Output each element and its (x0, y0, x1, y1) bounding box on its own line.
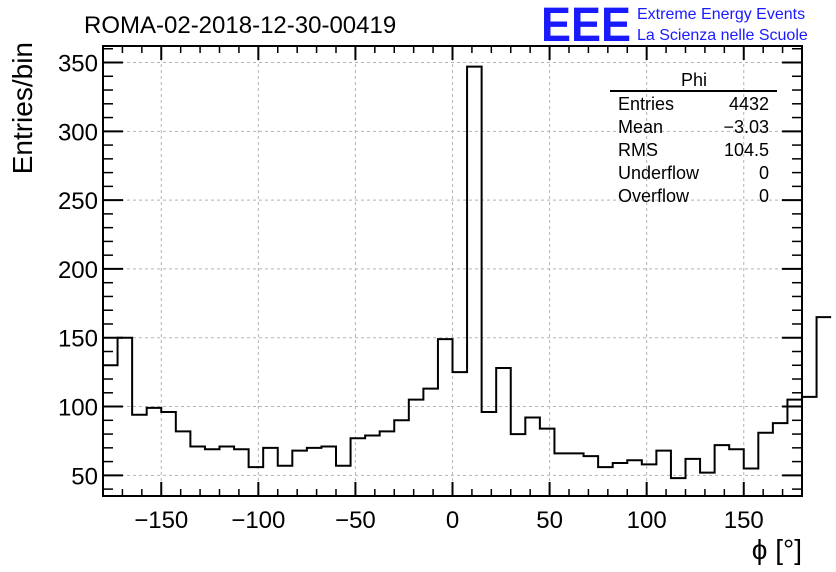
stats-title: Phi (681, 70, 707, 90)
y-tick-label: 100 (58, 395, 98, 422)
logo-line-1: Extreme Energy Events (637, 6, 805, 23)
x-tick-label: −50 (335, 507, 376, 534)
stats-box: Phi Entries 4432 Mean −3.03 RMS 104.5 Underflo… (610, 70, 777, 206)
y-tick-labels: 50 100 150 200 250 300 350 (58, 51, 98, 491)
stats-row-label: RMS (618, 140, 658, 160)
stats-row-value: −3.03 (723, 117, 769, 137)
x-tick-label: 50 (536, 507, 563, 534)
x-axis-label: ϕ [°] (752, 534, 802, 565)
stats-row-value: 104.5 (724, 140, 769, 160)
x-tick-label: −150 (134, 507, 188, 534)
y-axis-label: Entries/bin (7, 42, 38, 174)
stats-row-value: 0 (759, 186, 769, 206)
y-tick-label: 200 (58, 257, 98, 284)
stats-row-value: 4432 (729, 94, 769, 114)
stats-row-label: Entries (618, 94, 674, 114)
stats-rows: Entries 4432 Mean −3.03 RMS 104.5 Underflow 0 Ov… (618, 94, 769, 206)
x-tick-label: −100 (231, 507, 285, 534)
y-tick-label: 50 (71, 463, 98, 490)
y-tick-label: 150 (58, 326, 98, 353)
grid-lines (103, 46, 802, 496)
x-tick-label: 0 (446, 507, 459, 534)
y-tick-label: 350 (58, 51, 98, 78)
x-tick-label: 150 (724, 507, 764, 534)
y-tick-label: 300 (58, 119, 98, 146)
plot-frame (102, 45, 803, 497)
stats-row-value: 0 (759, 163, 769, 183)
logo-line-2: La Scienza nelle Scuole (637, 27, 808, 44)
x-tick-label: 100 (627, 507, 667, 534)
stats-row-label: Mean (618, 117, 663, 137)
x-tick-labels: −150 −100 −50 0 50 100 150 (134, 507, 764, 534)
y-tick-label: 250 (58, 188, 98, 215)
histogram-line (103, 65, 832, 480)
eee-logo: EEE Extreme Energy Events La Scienza nel… (541, 0, 808, 52)
axis-ticks (102, 46, 803, 496)
logo-mark: EEE (541, 0, 631, 52)
chart-title: ROMA-02-2018-12-30-00419 (84, 12, 396, 39)
stats-row-label: Underflow (618, 163, 700, 183)
stats-row-label: Overflow (618, 186, 690, 206)
